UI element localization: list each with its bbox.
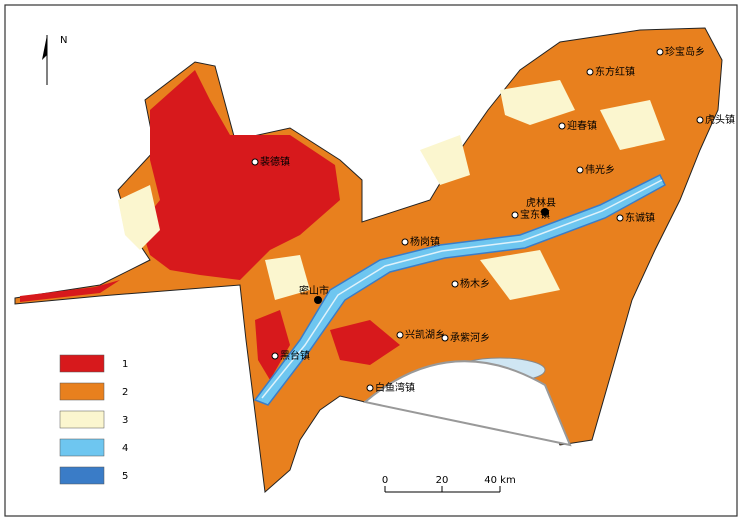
lake-shore xyxy=(362,360,572,447)
patch-3 xyxy=(265,255,310,300)
place-marker xyxy=(441,334,449,342)
place-name: 白鱼湾镇 xyxy=(375,381,415,394)
legend-label: 2 xyxy=(122,387,128,398)
legend-swatch xyxy=(59,354,105,373)
scale-label: 20 xyxy=(436,475,449,486)
north-arrow: N xyxy=(42,35,67,85)
place-name: 东方红镇 xyxy=(595,65,635,78)
legend-label: 5 xyxy=(122,471,128,482)
place-name: 兴凯湖乡 xyxy=(405,328,445,341)
place-name: 珍宝岛乡 xyxy=(665,45,705,58)
place-marker xyxy=(396,331,404,339)
legend: 1 2 3 4 5 xyxy=(59,354,128,485)
place-marker xyxy=(401,238,409,246)
legend-swatch xyxy=(59,438,105,457)
place-marker xyxy=(366,384,374,392)
place-name: 伟光乡 xyxy=(585,163,615,176)
patch-3 xyxy=(420,135,470,185)
patch-1 xyxy=(330,320,400,365)
patch-1 xyxy=(20,280,120,302)
river-belt xyxy=(253,173,666,406)
place-name: 杨木乡 xyxy=(460,277,490,290)
place-marker xyxy=(586,68,594,76)
place-marker xyxy=(314,296,322,304)
place-marker xyxy=(656,48,664,56)
legend-swatch xyxy=(59,382,105,401)
scale-bar: 0 20 40 km xyxy=(382,475,516,493)
north-head xyxy=(42,35,47,60)
place-name: 虎头镇 xyxy=(705,113,735,126)
place-marker xyxy=(541,208,549,216)
legend-swatch xyxy=(59,410,105,429)
place-marker xyxy=(271,352,279,360)
north-label: N xyxy=(60,35,67,46)
patch-3 xyxy=(480,250,560,300)
place-marker xyxy=(696,116,704,124)
place-marker xyxy=(511,211,519,219)
patch-3 xyxy=(500,80,575,125)
scale-label: 0 xyxy=(382,475,388,486)
place-marker xyxy=(616,214,624,222)
river xyxy=(261,179,663,399)
legend-label: 1 xyxy=(122,359,128,370)
place-name: 东诚镇 xyxy=(625,211,655,224)
place-marker xyxy=(451,280,459,288)
place-name: 承紫河乡 xyxy=(450,332,490,344)
patch-3 xyxy=(118,185,160,250)
scale-label: 40 km xyxy=(484,475,515,486)
place-marker xyxy=(251,158,259,166)
place-name: 黑台镇 xyxy=(280,349,310,362)
patch-3 xyxy=(600,100,665,150)
place-name: 密山市 xyxy=(299,284,329,297)
place-name: 迎春镇 xyxy=(567,119,597,132)
place-name: 虎林县 xyxy=(526,196,556,209)
place-marker xyxy=(558,122,566,130)
patch-1 xyxy=(255,310,290,380)
place-marker xyxy=(576,166,584,174)
place-name: 杨岗镇 xyxy=(410,235,440,248)
place-name: 裴德镇 xyxy=(260,155,290,168)
legend-label: 4 xyxy=(122,443,128,454)
legend-swatch xyxy=(59,466,105,485)
places: 珍宝岛乡东方红镇迎春镇虎头镇伟光乡宝东镇虎林县东诚镇杨岗镇密山市裴德镇黑台镇兴凯… xyxy=(251,45,735,394)
legend-label: 3 xyxy=(122,415,128,426)
land-cover xyxy=(14,27,723,493)
patch-1 xyxy=(140,70,340,280)
